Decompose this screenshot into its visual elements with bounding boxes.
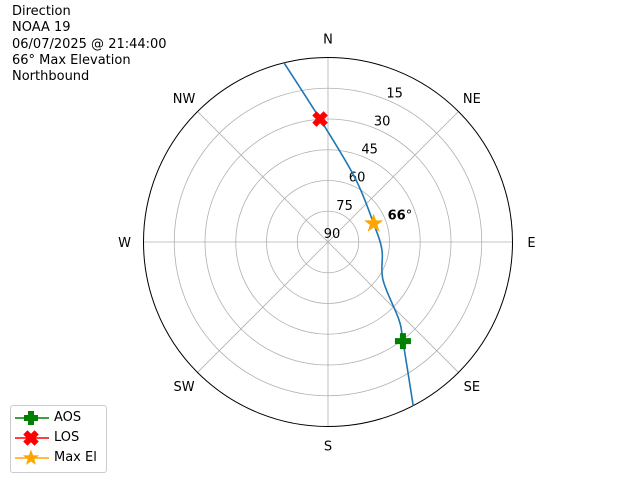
legend-label-aos: AOS xyxy=(54,410,82,425)
aos-legend-icon xyxy=(15,411,49,425)
los-marker xyxy=(312,111,328,127)
max-el-marker xyxy=(364,213,384,232)
direction-label-se: SE xyxy=(464,380,480,395)
legend-item-los: LOS xyxy=(11,428,106,448)
legend: AOS LOS Max El xyxy=(10,405,107,473)
outer-circle xyxy=(143,57,513,427)
pass-info: Direction NOAA 19 06/07/2025 @ 21:44:00 … xyxy=(12,4,167,85)
legend-label-los: LOS xyxy=(54,430,80,445)
info-title: Direction xyxy=(12,4,71,19)
radial-tick-label-15: 15 xyxy=(386,86,403,101)
direction-label-ne: NE xyxy=(463,92,481,107)
pass-track-line xyxy=(283,62,414,406)
info-datetime: 06/07/2025 @ 21:44:00 xyxy=(12,36,167,52)
radial-tick-label-45: 45 xyxy=(361,143,378,158)
direction-label-nw: NW xyxy=(173,92,196,107)
legend-label-max-el: Max El xyxy=(54,450,97,465)
info-satellite: NOAA 19 xyxy=(12,20,71,36)
info-direction: Northbound xyxy=(12,69,90,85)
los-legend-icon xyxy=(15,430,49,446)
max-elevation-annotation: 66° xyxy=(388,209,413,224)
info-max-elevation: 66° Max Elevation xyxy=(12,52,131,68)
radial-tick-label-75: 75 xyxy=(336,199,353,214)
direction-label-s: S xyxy=(324,440,332,455)
direction-label-sw: SW xyxy=(174,380,195,395)
max-el-legend-icon xyxy=(15,449,49,465)
grid-spoke-sw xyxy=(197,241,329,373)
aos-marker xyxy=(394,333,411,350)
radial-tick-label-90: 90 xyxy=(324,227,341,242)
grid-spoke-ne xyxy=(327,111,459,243)
grid-spoke-nw xyxy=(197,111,329,243)
legend-item-aos: AOS xyxy=(11,408,106,428)
direction-label-w: W xyxy=(118,236,131,251)
direction-label-e: E xyxy=(527,236,535,251)
radial-tick-label-30: 30 xyxy=(374,114,391,129)
direction-label-n: N xyxy=(323,33,333,48)
legend-item-max-el: Max El xyxy=(11,448,106,468)
